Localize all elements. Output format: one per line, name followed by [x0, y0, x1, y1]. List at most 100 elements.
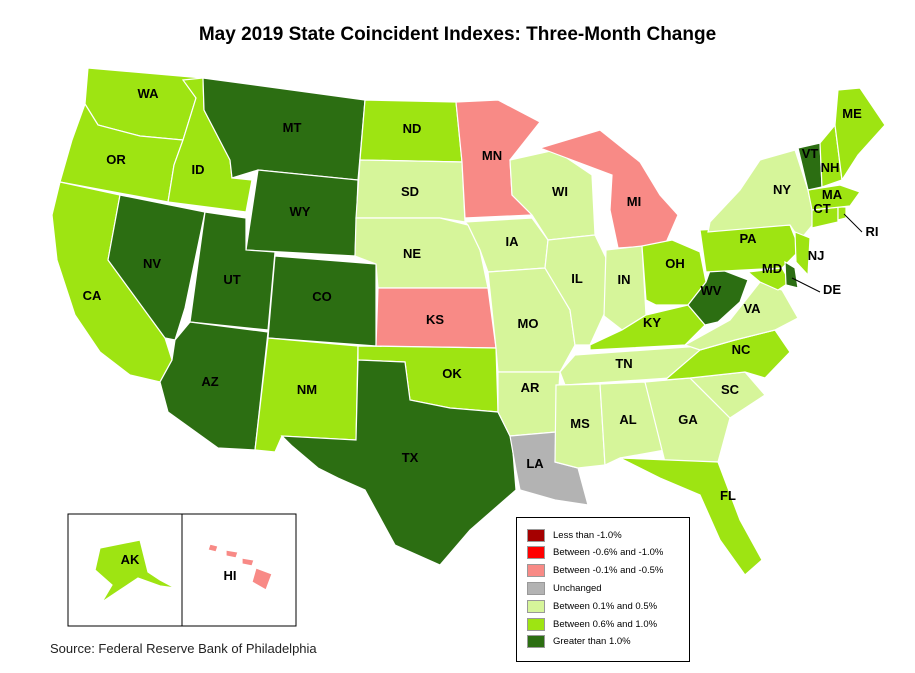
state-label-ny: NY: [773, 182, 791, 197]
legend-label: Between 0.1% and 0.5%: [553, 600, 658, 612]
state-tx[interactable]: [280, 359, 517, 566]
state-fl[interactable]: [619, 457, 763, 576]
state-labels: WA OR CA ID NV MT WY UT AZ CO NM ND SD NE KS OK TX MN IA MO…: [83, 86, 879, 583]
state-de[interactable]: [784, 260, 799, 289]
state-hi-1[interactable]: [207, 543, 219, 553]
state-me[interactable]: [834, 87, 886, 182]
state-label-ri: RI: [866, 224, 879, 239]
ri-pointer: [843, 213, 863, 233]
state-ri[interactable]: [837, 206, 847, 221]
state-wv[interactable]: [687, 264, 749, 326]
state-in[interactable]: [603, 245, 647, 331]
legend-item-gt1: Greater than 1.0%: [527, 635, 631, 649]
state-label-mn: MN: [482, 148, 502, 163]
state-label-az: AZ: [201, 374, 218, 389]
legend-label: Between -0.1% and -0.5%: [553, 565, 664, 577]
state-label-ak: AK: [121, 552, 140, 567]
state-hi-3[interactable]: [241, 557, 255, 567]
state-label-tx: TX: [402, 450, 419, 465]
state-mi[interactable]: [538, 129, 679, 249]
legend-swatch: [527, 528, 545, 542]
state-label-nv: NV: [143, 256, 161, 271]
state-md[interactable]: [746, 267, 791, 291]
legend-label: Less than -1.0%: [553, 529, 622, 541]
state-label-ct: CT: [813, 201, 830, 216]
legend-swatch: [527, 564, 545, 578]
state-label-mt: MT: [283, 120, 302, 135]
legend-item-p01_05: Between 0.1% and 0.5%: [527, 599, 657, 613]
state-label-tn: TN: [615, 356, 632, 371]
legend-swatch: [527, 581, 545, 595]
state-label-ms: MS: [570, 416, 590, 431]
legend: Less than -1.0% Between -0.6% and -1.0% Be…: [516, 517, 690, 662]
state-label-wv: WV: [701, 283, 722, 298]
state-label-sc: SC: [721, 382, 740, 397]
state-label-vt: VT: [802, 146, 819, 161]
state-label-il: IL: [571, 271, 583, 286]
legend-item-neg06_neg1: Between -0.6% and -1.0%: [527, 546, 663, 560]
legend-label: Between 0.6% and 1.0%: [553, 618, 658, 630]
state-sd[interactable]: [355, 159, 466, 223]
state-va[interactable]: [683, 281, 799, 351]
state-al[interactable]: [599, 381, 666, 466]
state-hi-4[interactable]: [251, 567, 273, 591]
state-label-ma: MA: [822, 187, 843, 202]
state-label-nc: NC: [732, 342, 751, 357]
map-title: May 2019 State Coincident Indexes: Three…: [198, 24, 717, 45]
state-ny[interactable]: [707, 149, 816, 242]
state-label-ok: OK: [442, 366, 462, 381]
state-label-la: LA: [526, 456, 544, 471]
legend-item-p06_10: Between 0.6% and 1.0%: [527, 617, 657, 631]
state-label-co: CO: [312, 289, 332, 304]
state-label-sd: SD: [401, 184, 419, 199]
legend-swatch: [527, 635, 545, 649]
state-hi-2[interactable]: [225, 549, 239, 559]
state-label-pa: PA: [739, 231, 757, 246]
state-label-md: MD: [762, 261, 782, 276]
state-label-in: IN: [618, 272, 631, 287]
legend-item-unchanged: Unchanged: [527, 581, 602, 595]
state-label-mo: MO: [518, 316, 539, 331]
state-label-al: AL: [619, 412, 636, 427]
state-label-mi: MI: [627, 194, 641, 209]
legend-item-lt_neg1: Less than -1.0%: [527, 528, 622, 542]
state-label-fl: FL: [720, 488, 736, 503]
state-nj[interactable]: [794, 231, 811, 277]
legend-label: Unchanged: [553, 582, 602, 594]
state-label-ks: KS: [426, 312, 444, 327]
legend-label: Between -0.6% and -1.0%: [553, 547, 664, 559]
inset-frame-hawaii: [181, 513, 297, 627]
state-label-wa: WA: [138, 86, 160, 101]
state-label-nm: NM: [297, 382, 317, 397]
state-label-ut: UT: [223, 272, 240, 287]
state-label-me: ME: [842, 106, 862, 121]
state-label-id: ID: [192, 162, 205, 177]
source-note: Source: Federal Reserve Bank of Philadel…: [50, 641, 317, 656]
state-label-ia: IA: [506, 234, 520, 249]
state-label-nj: NJ: [808, 248, 825, 263]
legend-swatch: [527, 599, 545, 613]
state-label-ne: NE: [403, 246, 421, 261]
state-label-wy: WY: [290, 204, 311, 219]
legend-swatch: [527, 617, 545, 631]
state-label-ar: AR: [521, 380, 540, 395]
state-label-ca: CA: [83, 288, 102, 303]
legend-item-neg01_neg05: Between -0.1% and -0.5%: [527, 564, 663, 578]
state-label-ga: GA: [678, 412, 698, 427]
state-label-wi: WI: [552, 184, 568, 199]
state-label-de: DE: [823, 282, 841, 297]
legend-swatch: [527, 546, 545, 560]
legend-label: Greater than 1.0%: [553, 636, 631, 648]
state-label-nh: NH: [821, 160, 840, 175]
state-label-ky: KY: [643, 315, 661, 330]
state-label-hi: HI: [224, 568, 237, 583]
state-ak[interactable]: [94, 539, 176, 603]
state-ma[interactable]: [807, 184, 861, 211]
state-ms[interactable]: [554, 383, 606, 469]
state-label-oh: OH: [665, 256, 685, 271]
state-label-or: OR: [106, 152, 126, 167]
state-label-va: VA: [743, 301, 761, 316]
state-label-nd: ND: [403, 121, 422, 136]
de-pointer: [791, 277, 821, 293]
